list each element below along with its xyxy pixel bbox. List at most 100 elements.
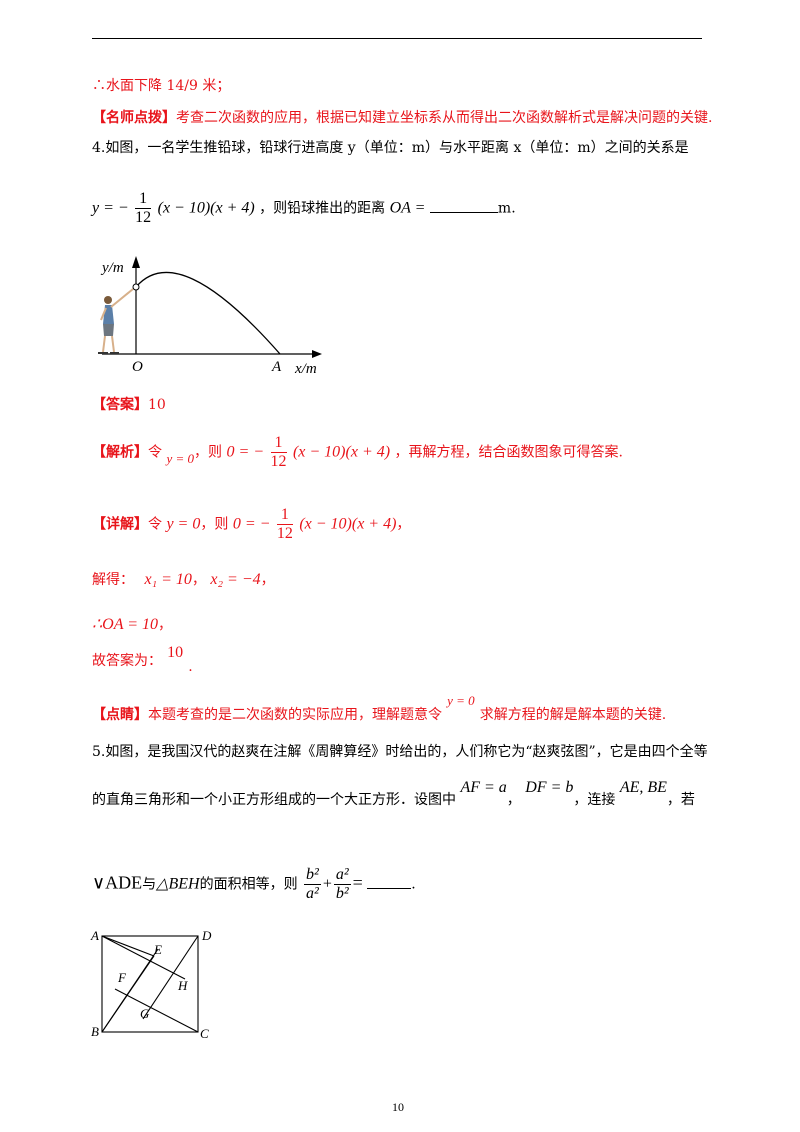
line-de [142,935,199,1020]
segment-ae [101,935,155,957]
label-d: D [201,928,212,943]
label-f: F [117,970,127,985]
solve-sep2: ， [260,572,275,588]
tip-tag: 【名师点拨】 [92,110,176,126]
q5-line2: 的直角三角形和一个小正方形组成的一个大正方形．设图中 AF = a， DF = … [92,779,695,810]
q5-comma1: ， [506,792,521,808]
analysis-then: ，则 [194,444,222,461]
analysis-eq-rhs: (x − 10)(x + 4) [292,443,391,461]
analysis-frac-den: 12 [270,453,287,470]
q5-and: 与 [142,876,157,893]
trajectory-curve [135,271,281,355]
q4-answer-blank [429,211,498,213]
q4-detail: 【详解】令 y = 0，则 0 = − 1 12 (x − 10)(x + 4)… [92,506,410,543]
answer-value: 10 [148,397,166,413]
q5-end: . [411,876,416,893]
detail-tag: 【详解】 [92,516,148,533]
detail-frac-den: 12 [276,525,293,542]
y-axis-arrow-icon [132,256,140,268]
q5-tri1: ∨ADE [92,872,143,893]
q5-frac1-num: b² [304,866,321,885]
analysis-let: 令 [148,444,162,461]
q4-analysis: 【解析】令 y = 0，则 0 = − 1 12 (x − 10)(x + 4)… [92,434,623,471]
comment-a: 本题考查的是二次函数的实际应用，理解题意令 [148,707,442,723]
answer-tag: 【答案】 [92,397,148,413]
oa-suffix: ， [158,617,173,633]
q5-df: DF = b [525,779,574,796]
q5-line1: 5.如图，是我国汉代的赵爽在注解《周髀算经》时给出的，人们称它为“赵爽弦图”，它… [92,744,708,760]
solve-x2: x₂ = −4 [210,571,261,588]
oa-line: ∴OA = 10 [92,616,159,633]
q5-frac2: a² b² [333,866,351,903]
segment-be [101,955,155,1033]
q4-unit: m. [497,200,516,217]
q5-if: ，若 [666,792,695,808]
analysis-fraction: 1 12 [270,434,287,471]
tip-prev: 【名师点拨】考查二次函数的应用，根据已知建立坐标系从而得出二次函数解析式是解决问… [92,108,712,128]
q4-after-formula: ，则铅球推出的距离 [259,200,386,217]
detail-eq-rhs: (x − 10)(x + 4) [299,515,397,533]
label-c: C [200,1026,209,1041]
q4-fraction: 1 12 [135,190,152,227]
q5-frac1: b² a² [304,866,321,903]
shotput-ball [132,283,140,291]
q4-frac-den: 12 [135,209,152,226]
label-g: G [140,1006,150,1021]
q5-plus: + [322,875,332,893]
detail-let: 令 [148,516,162,533]
q5-frac2-num: a² [333,866,351,885]
q4-formula-prefix: y = − [92,199,129,217]
analysis-frac-num: 1 [270,434,287,453]
header-rule [92,38,702,39]
analysis-y0: y = 0 [166,450,194,466]
line-af [101,935,186,980]
origin-label: O [132,359,143,375]
zhaoshuang-figure: A D B C E F G H [90,928,212,1041]
analysis-tag: 【解析】 [92,444,148,461]
q4-stem: 4.如图，一名学生推铅球，铅球行进高度 y（单位：m）与水平距离 x（单位：m）… [92,140,689,156]
tip-text: 考查二次函数的应用，根据已知建立坐标系从而得出二次函数解析式是解决问题的关键. [176,110,713,126]
q4-final: 故答案为： 10 . [92,644,193,675]
detail-y0: y = 0 [166,515,201,533]
label-a: A [90,928,99,943]
page-number: 10 [392,1100,404,1114]
x-axis-arrow-icon [312,350,322,358]
q4-formula-suffix: (x − 10)(x + 4) [157,199,255,217]
prev-conclusion: ∴水面下降 14/9 米； [92,78,231,94]
label-b: B [91,1024,99,1039]
q5-answer-blank [367,887,412,889]
detail-comma: ， [396,516,411,533]
detail-frac-num: 1 [276,506,293,525]
label-e: E [153,942,162,957]
solve-label: 解得： [92,572,134,588]
analysis-eq-lhs: 0 = − [226,443,265,461]
q5-frac2-den: b² [335,885,349,902]
q5-af: AF = a [460,779,507,796]
q5-connect: ，连接 [573,792,616,808]
q4-oa: ∴OA = 10， [92,614,172,635]
x-axis-label: x/m [294,361,317,377]
line-ch [114,988,199,1033]
comment-tag: 【点睛】 [92,707,148,723]
q4-comment: 【点睛】本题考查的是二次函数的实际应用，理解题意令 y = 0 求解方程的解是解… [92,693,667,725]
comment-b: 求解方程的解是解本题的关键. [479,707,667,723]
detail-fraction: 1 12 [276,506,293,543]
q5-line3: ∨ADE与△BEH的面积相等，则 b² a² + a² b² = . [92,866,416,903]
student-icon [98,288,134,354]
q5-ae-be: AE, BE [619,779,667,796]
solve-sep: ， [191,572,206,588]
analysis-rest: ，再解方程，结合函数图象可得答案. [394,444,623,461]
y-axis-label: y/m [100,260,124,276]
detail-eq-lhs: 0 = − [232,515,271,533]
point-a-label: A [271,359,282,375]
label-h: H [177,978,188,993]
final-value: 10 [167,644,184,661]
q5-line2-a: 的直角三角形和一个小正方形组成的一个大正方形．设图中 [92,792,456,808]
q4-frac-num: 1 [135,190,152,209]
q4-oa-eq: OA = [389,199,426,217]
final-label: 故答案为： [92,653,162,669]
q4-answer: 【答案】10 [92,395,166,415]
q5-tri2: △BEH [156,875,200,893]
final-dot: . [188,659,193,675]
detail-then: ，则 [200,516,229,533]
